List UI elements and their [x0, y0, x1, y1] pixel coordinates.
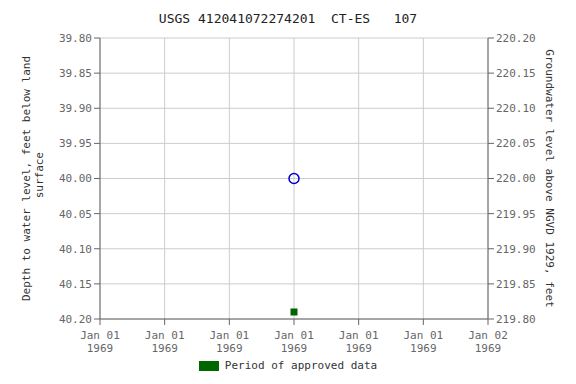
svg-text:Groundwater level above NGVD 1: Groundwater level above NGVD 1929, feet	[543, 49, 556, 307]
svg-text:39.85: 39.85	[59, 67, 92, 80]
svg-text:Jan 011969: Jan 011969	[274, 329, 314, 355]
html-text:Period of approved data: Period of approved data	[224, 359, 378, 372]
svg-text:Jan 011969: Jan 011969	[403, 329, 443, 355]
svg-text:220.10: 220.10	[496, 102, 536, 115]
svg-text:39.90: 39.90	[59, 102, 92, 115]
svg-text:Jan 021969: Jan 021969	[468, 329, 508, 355]
svg-text:220.00: 220.00	[496, 172, 536, 185]
svg-text:219.90: 219.90	[496, 243, 536, 256]
html-text:USGS 412041072274201 CT-ES 107: USGS 412041072274201 CT-ES 107	[158, 11, 418, 26]
svg-text:Jan 011969: Jan 011969	[209, 329, 249, 355]
svg-text:40.10: 40.10	[59, 243, 92, 256]
svg-text:40.05: 40.05	[59, 208, 92, 221]
svg-text:220.15: 220.15	[496, 67, 536, 80]
svg-text:Depth to water level, feet bel: Depth to water level, feet below land su…	[20, 56, 46, 301]
svg-text:40.00: 40.00	[59, 172, 92, 185]
svg-text:Jan 011969: Jan 011969	[339, 329, 379, 355]
svg-text:Jan 011969: Jan 011969	[145, 329, 185, 355]
svg-text:39.95: 39.95	[59, 137, 92, 150]
svg-text:219.80: 219.80	[496, 313, 536, 326]
svg-text:220.20: 220.20	[496, 32, 536, 45]
svg-text:219.85: 219.85	[496, 278, 536, 291]
svg-text:40.20: 40.20	[59, 313, 92, 326]
svg-text:39.80: 39.80	[59, 32, 92, 45]
svg-text:40.15: 40.15	[59, 278, 92, 291]
svg-text:220.05: 220.05	[496, 137, 536, 150]
svg-text:Jan 011969: Jan 011969	[80, 329, 120, 355]
svg-text:219.95: 219.95	[496, 208, 536, 221]
